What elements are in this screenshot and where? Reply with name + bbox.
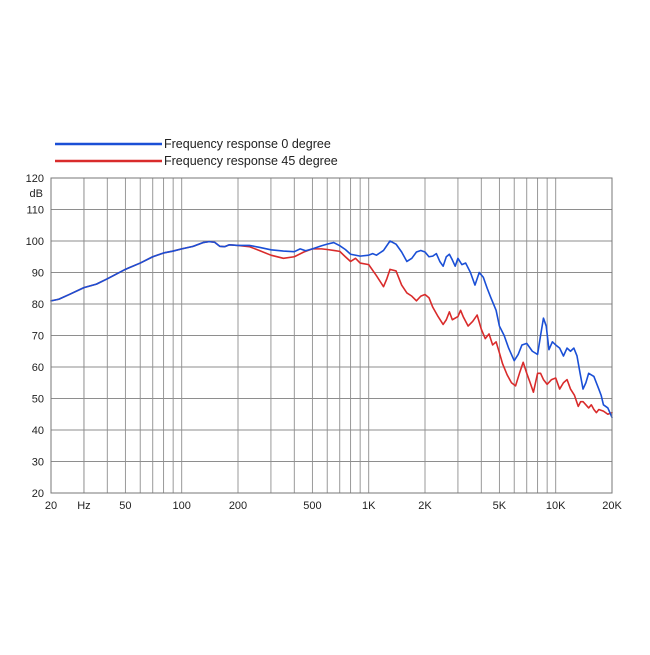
legend-item-0deg: Frequency response 0 degree: [55, 137, 331, 151]
y-tick-label: 20: [32, 488, 44, 500]
x-tick-label: 100: [173, 500, 191, 512]
x-tick-label: Hz: [77, 500, 90, 512]
y-tick-label: 60: [32, 362, 44, 374]
y-tick-label: 90: [32, 268, 44, 280]
series-line-0: [50, 240, 613, 419]
plot-frame: [50, 177, 613, 494]
y-tick-label: 70: [32, 331, 44, 343]
y-tick-label: 50: [32, 394, 44, 406]
y-tick-label: 30: [32, 457, 44, 469]
y-tick-label: 120: [26, 173, 44, 185]
x-tick-label: 5K: [493, 500, 507, 512]
y-tick-labels: 120 110 100 90 80 70 60 50 40 30 20: [26, 173, 44, 500]
grid: [50, 177, 613, 494]
legend-label-45deg: Frequency response 45 degree: [164, 154, 338, 168]
legend-label-0deg: Frequency response 0 degree: [164, 137, 331, 151]
x-tick-label: 200: [229, 500, 247, 512]
x-tick-label: 20: [45, 500, 57, 512]
y-tick-label: 80: [32, 299, 44, 311]
x-tick-label: 10K: [546, 500, 566, 512]
x-tick-label: 50: [119, 500, 131, 512]
x-tick-label: 1K: [362, 500, 376, 512]
y-tick-label: 100: [26, 236, 44, 248]
series-line-1: [50, 240, 613, 416]
x-tick-label: 20K: [602, 500, 622, 512]
x-tick-label: 2K: [418, 500, 432, 512]
y-tick-label: 40: [32, 425, 44, 437]
x-tick-labels: 20 Hz 50 100 200 500 1K 2K 5K 10K 20K: [45, 500, 623, 512]
y-tick-label: 110: [26, 205, 44, 217]
legend: Frequency response 0 degree Frequency re…: [55, 137, 338, 168]
x-tick-label: 500: [303, 500, 321, 512]
legend-item-45deg: Frequency response 45 degree: [55, 154, 338, 168]
y-axis-unit-label: dB: [30, 188, 43, 200]
series-layer: [50, 240, 613, 419]
